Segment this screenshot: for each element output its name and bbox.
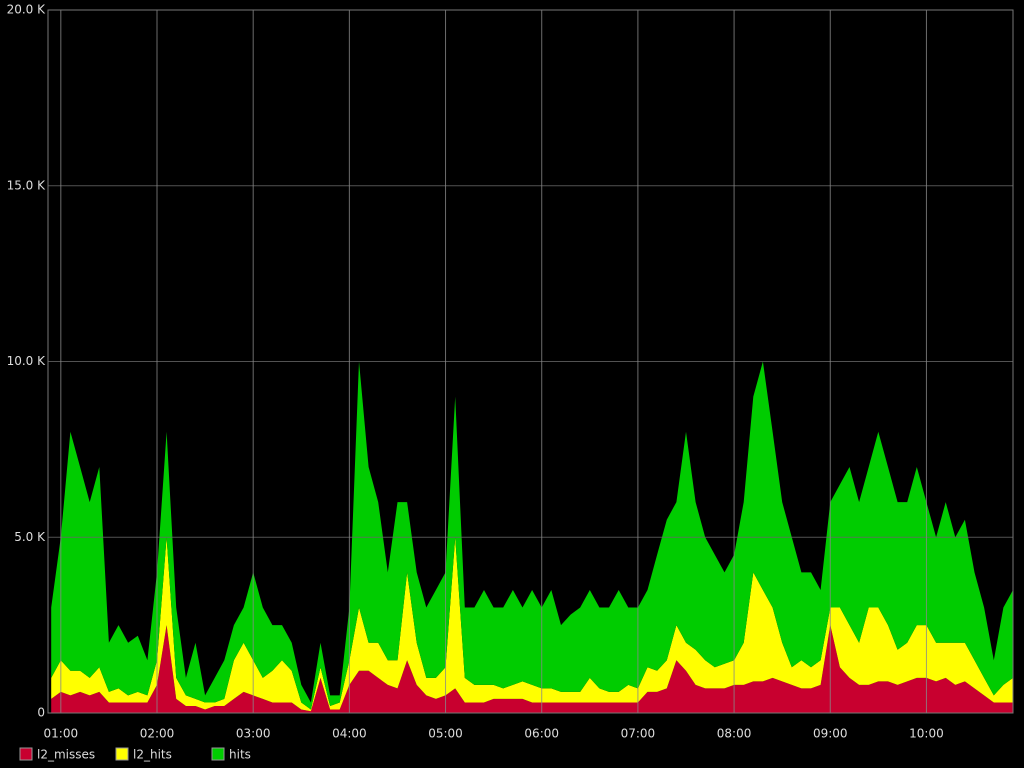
x-tick-label: 10:00 — [909, 727, 944, 741]
x-tick-label: 09:00 — [813, 727, 848, 741]
legend-swatch — [19, 747, 33, 761]
legend-swatch — [115, 747, 129, 761]
x-tick-label: 01:00 — [44, 727, 79, 741]
y-tick-label: 5.0 K — [14, 530, 46, 544]
legend-label: l2_hits — [133, 748, 172, 762]
y-tick-label: 10.0 K — [7, 354, 47, 368]
area-l2-misses — [51, 625, 1013, 713]
x-tick-label: 06:00 — [524, 727, 559, 741]
y-tick-label: 15.0 K — [7, 178, 47, 192]
y-tick-label: 20.0 K — [7, 3, 47, 17]
x-tick-label: 05:00 — [428, 727, 463, 741]
x-tick-label: 03:00 — [236, 727, 271, 741]
legend-swatch — [211, 747, 225, 761]
x-tick-label: 07:00 — [621, 727, 656, 741]
area-l2-hits — [51, 537, 1013, 712]
y-tick-label: 0 — [37, 706, 45, 720]
x-tick-label: 04:00 — [332, 727, 367, 741]
legend-label: hits — [229, 748, 251, 762]
x-tick-label: 02:00 — [140, 727, 175, 741]
legend-label: l2_misses — [37, 748, 95, 762]
x-tick-label: 08:00 — [717, 727, 752, 741]
area-hits — [51, 361, 1013, 710]
plot-frame — [47, 9, 1014, 714]
